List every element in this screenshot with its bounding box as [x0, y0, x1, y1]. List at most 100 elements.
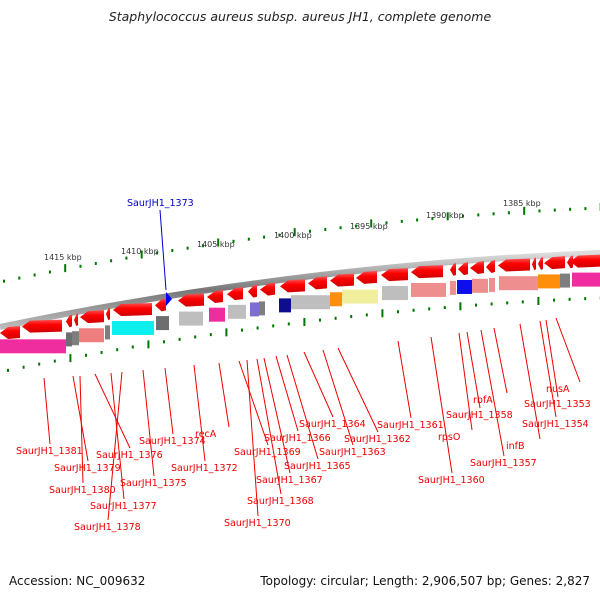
gene-arrow[interactable] — [74, 313, 78, 327]
gene-label[interactable]: infB — [506, 441, 525, 452]
category-block — [342, 289, 378, 304]
category-block — [250, 302, 259, 317]
gene-label[interactable]: SaurJH1_1368 — [247, 496, 314, 507]
category-block — [112, 320, 154, 335]
gene-label[interactable]: nusA — [546, 384, 570, 395]
gene-arrow[interactable] — [470, 261, 484, 275]
gene-arrow[interactable] — [411, 265, 443, 279]
gene-label[interactable]: SaurJH1_1365 — [284, 461, 351, 472]
minor-tick — [116, 348, 119, 352]
gene-label[interactable]: SaurJH1_1354 — [522, 419, 589, 430]
gene-arrow[interactable] — [227, 287, 243, 301]
leader-line — [458, 332, 473, 431]
leader-line — [164, 367, 174, 435]
gene-label[interactable]: rpsO — [438, 432, 460, 443]
gene-arrow[interactable] — [570, 254, 600, 268]
category-block — [411, 282, 446, 297]
gene-label[interactable]: SaurJH1_1366 — [264, 433, 331, 444]
gene-label[interactable]: SaurJH1_1363 — [319, 447, 386, 458]
minor-tick — [131, 345, 134, 349]
category-block — [382, 286, 408, 301]
minor-tick — [287, 322, 290, 326]
gene-label[interactable]: SaurJH1_1375 — [120, 478, 187, 489]
gene-arrow[interactable] — [207, 289, 223, 303]
leader-line — [539, 320, 557, 418]
category-block — [279, 298, 291, 313]
gene-arrow[interactable] — [280, 279, 305, 293]
gene-arrow[interactable] — [178, 293, 204, 307]
category-block — [179, 311, 203, 326]
leader-line — [275, 355, 299, 432]
gene-label[interactable]: SaurJH1_1364 — [299, 419, 366, 430]
gene-arrow[interactable] — [532, 257, 536, 271]
gene-label[interactable]: SaurJH1_1367 — [256, 475, 323, 486]
category-block — [228, 304, 246, 319]
leader-line — [256, 358, 282, 495]
gene-arrow[interactable] — [106, 307, 110, 321]
gene-arrow[interactable] — [260, 282, 275, 296]
leader-line — [43, 377, 51, 445]
category-block — [450, 280, 456, 295]
highlighted-gene[interactable]: SaurJH1_1373 — [127, 198, 194, 306]
gene-label[interactable]: SaurJH1_1374 — [139, 436, 206, 447]
scale-ticks-outer — [3, 202, 600, 283]
gene-arrow[interactable] — [538, 256, 543, 270]
major-tick — [69, 354, 72, 363]
gene-arrow[interactable] — [66, 314, 72, 328]
gene-label[interactable]: SaurJH1_1378 — [74, 522, 141, 533]
minor-tick — [568, 297, 571, 301]
leader-line — [72, 375, 89, 462]
gene-arrow[interactable] — [80, 310, 104, 324]
category-block — [489, 277, 495, 292]
gene-arrow[interactable] — [22, 319, 62, 333]
gene-label[interactable]: SaurJH1_1360 — [418, 475, 485, 486]
leader-line — [466, 331, 481, 409]
minor-tick — [339, 226, 342, 230]
gene-label[interactable]: recA — [195, 429, 217, 440]
gene-label[interactable]: SaurJH1_1358 — [446, 410, 513, 421]
gene-label[interactable]: SaurJH1_1361 — [377, 420, 444, 431]
gene-label[interactable]: SaurJH1_1381 — [16, 446, 83, 457]
gene-arrow[interactable] — [567, 255, 573, 269]
gene-arrow[interactable] — [155, 298, 166, 312]
gene-arrow[interactable] — [248, 284, 257, 298]
category-block — [572, 272, 600, 287]
gene-label[interactable]: SaurJH1_1376 — [96, 450, 163, 461]
leader-line — [218, 362, 230, 428]
gene-arrow[interactable] — [113, 303, 152, 317]
gene-arrow[interactable] — [381, 268, 408, 282]
major-tick — [459, 302, 462, 311]
gene-arrow[interactable] — [458, 262, 468, 276]
gene-label[interactable]: SaurJH1_1377 — [90, 501, 157, 512]
category-block — [457, 279, 472, 294]
scale-labels: 1415 kbp 1410 kbp 1405 kbp 1400 kbp 1395 kbp… — [44, 199, 541, 262]
gene-arrow[interactable] — [330, 273, 354, 287]
minor-tick — [247, 237, 250, 241]
scale-label: 1395 kbp — [350, 222, 388, 231]
gene-label[interactable]: SaurJH1_1380 — [49, 485, 116, 496]
gene-label[interactable]: SaurJH1_1370 — [224, 518, 291, 529]
gene-arrow[interactable] — [498, 258, 530, 272]
gene-label[interactable]: SaurJH1_1379 — [54, 463, 121, 474]
gene-arrow[interactable] — [544, 256, 565, 270]
gene-label[interactable]: SaurJH1_1357 — [470, 458, 537, 469]
gene-label[interactable]: SaurJH1_1362 — [344, 434, 411, 445]
topology-summary: Topology: circular; Length: 2,906,507 bp… — [260, 574, 590, 588]
gene-arrow[interactable] — [356, 270, 377, 284]
minor-tick — [324, 227, 327, 231]
minor-tick — [584, 297, 587, 301]
gene-arrow[interactable] — [0, 325, 20, 339]
gene-arrow[interactable] — [450, 262, 456, 276]
gene-arrow[interactable] — [486, 260, 495, 274]
minor-tick — [443, 306, 446, 310]
gene-label[interactable]: SaurJH1_1372 — [171, 463, 238, 474]
highlight-label[interactable]: SaurJH1_1373 — [127, 198, 194, 209]
minor-tick — [397, 310, 399, 314]
category-block — [259, 301, 265, 316]
gene-label[interactable]: SaurJH1_1353 — [524, 399, 591, 410]
gene-label[interactable]: SaurJH1_1369 — [234, 447, 301, 458]
gene-label[interactable]: rbfA — [473, 395, 493, 406]
gene-arrow[interactable] — [308, 276, 327, 290]
leader-line — [493, 327, 508, 394]
